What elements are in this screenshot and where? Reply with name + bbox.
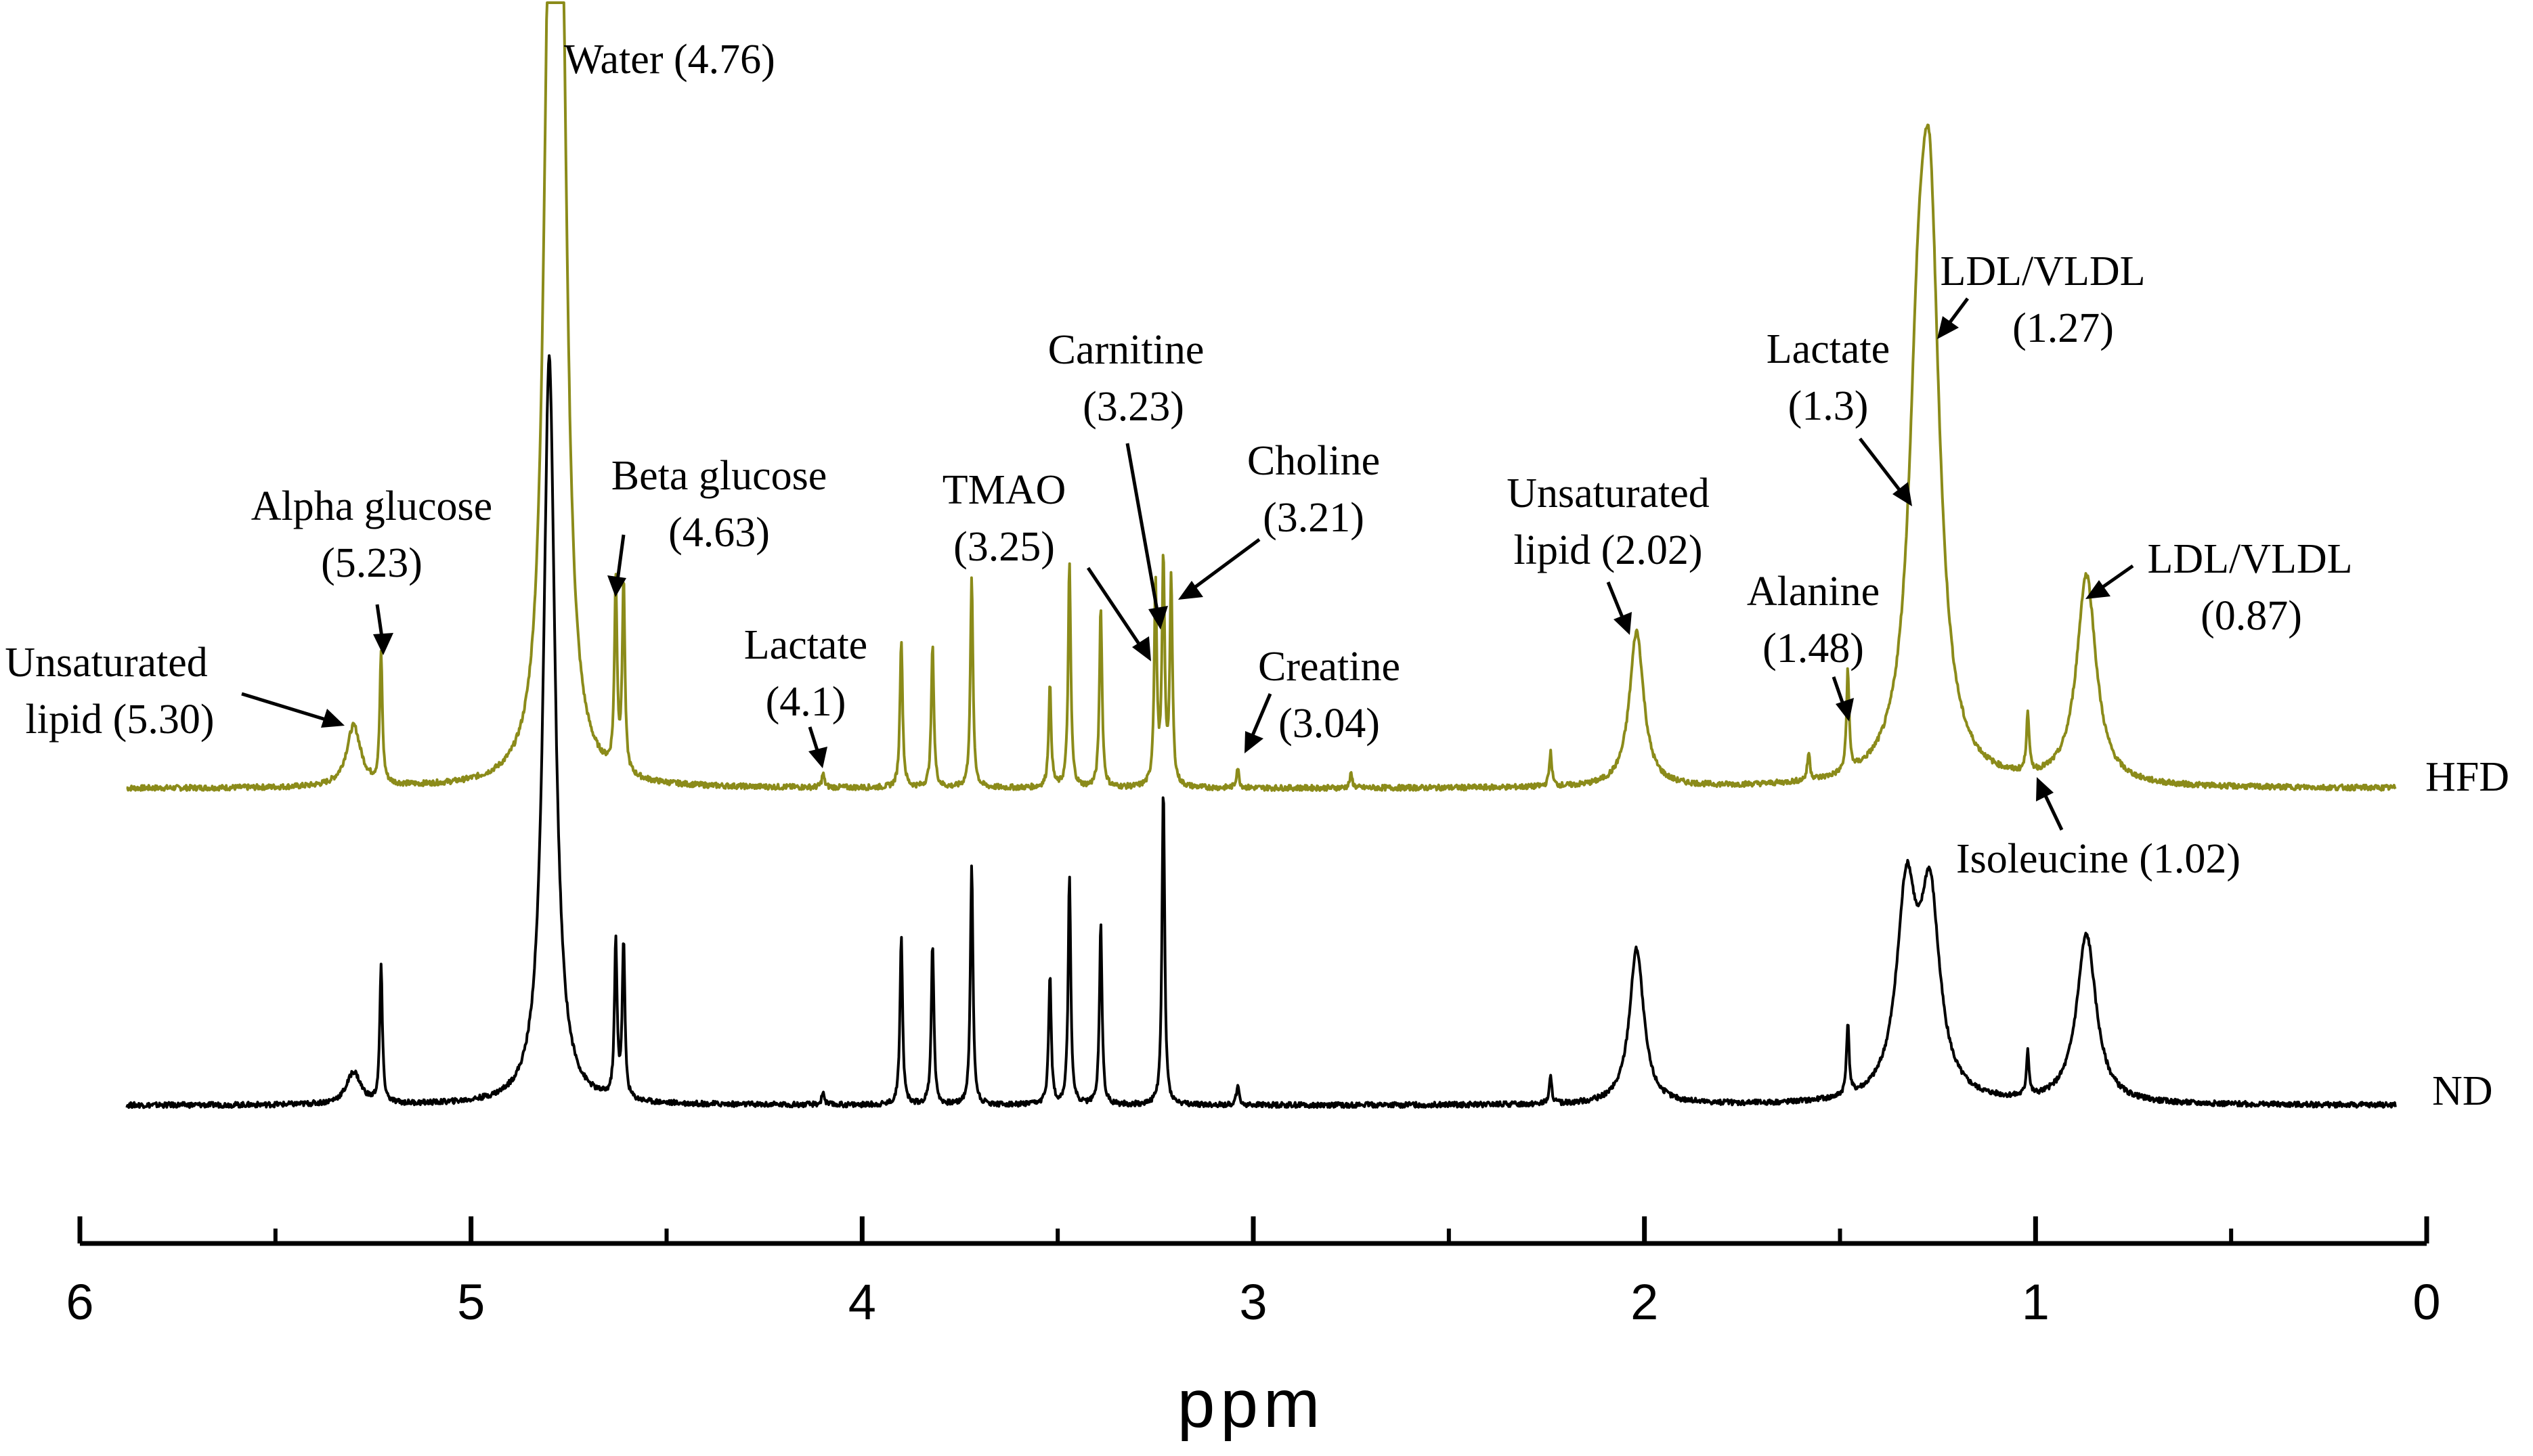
tick-label: 3 bbox=[1239, 1274, 1267, 1330]
annotation-isoleucine: Isoleucine (1.02) bbox=[1956, 836, 2240, 882]
arrow-creatine bbox=[1244, 693, 1272, 753]
annotation-carnitine: Carnitine bbox=[1048, 327, 1205, 373]
tick-label: 4 bbox=[848, 1274, 876, 1330]
annotation-alpha-glucose: Alpha glucose bbox=[251, 483, 492, 529]
tick-label: 0 bbox=[2412, 1274, 2440, 1330]
annotation-unsaturated-lipid-530-ppm: lipid (5.30) bbox=[26, 697, 215, 743]
annotation-alanine-ppm: (1.48) bbox=[1762, 625, 1864, 671]
series-label-hfd: HFD bbox=[2425, 754, 2509, 800]
annotation-lactate-13-ppm: (1.3) bbox=[1788, 383, 1869, 429]
arrow-choline bbox=[1178, 537, 1261, 600]
annotation-lactate-41-ppm: (4.1) bbox=[766, 679, 846, 725]
tick-label: 5 bbox=[457, 1274, 485, 1330]
spectrum-traces bbox=[125, 1, 2397, 1109]
series-label-nd: ND bbox=[2432, 1068, 2493, 1114]
annotation-ldl-vldl-087-ppm: (0.87) bbox=[2201, 593, 2302, 639]
x-axis-ticks bbox=[77, 1216, 2429, 1243]
annotation-choline: Choline bbox=[1247, 438, 1380, 484]
annotation-creatine: Creatine bbox=[1258, 644, 1400, 690]
arrow-beta-glucose bbox=[607, 534, 626, 597]
arrow-alanine bbox=[1832, 676, 1854, 722]
annotation-unsaturated-lipid-530: Unsaturated bbox=[5, 640, 208, 686]
tick-label: 6 bbox=[66, 1274, 93, 1330]
annotation-alanine: Alanine bbox=[1747, 569, 1880, 615]
arrow-lactate-13 bbox=[1859, 437, 1912, 506]
annotation-water: Water (4.76) bbox=[564, 37, 775, 83]
annotation-ldl-vldl-087: LDL/VLDL bbox=[2147, 536, 2352, 582]
arrow-alpha-glucose bbox=[373, 604, 393, 655]
annotation-tmao-ppm: (3.25) bbox=[953, 524, 1055, 570]
annotation-ldl-vldl-127: LDL/VLDL bbox=[1940, 248, 2145, 294]
annotation-carnitine-ppm: (3.23) bbox=[1083, 384, 1184, 430]
annotation-arrows bbox=[241, 297, 2134, 831]
arrow-ldl-vldl-127 bbox=[1937, 297, 1970, 339]
annotations: Water (4.76) Alpha glucose (5.23) Beta g… bbox=[5, 37, 2352, 882]
spectrum-line-hfd bbox=[126, 1, 2397, 792]
tick-label: 2 bbox=[1630, 1274, 1658, 1330]
arrow-unsaturated-lipid-202 bbox=[1606, 581, 1632, 635]
annotation-alpha-glucose-ppm: (5.23) bbox=[321, 540, 423, 586]
x-axis-tick-labels: 6 5 4 3 2 1 0 bbox=[66, 1274, 2440, 1330]
tick-label: 1 bbox=[2022, 1274, 2050, 1330]
arrow-ldl-vldl-087 bbox=[2085, 564, 2134, 599]
annotation-beta-glucose-ppm: (4.63) bbox=[668, 510, 770, 556]
arrow-isoleucine bbox=[2036, 777, 2064, 831]
annotation-choline-ppm: (3.21) bbox=[1263, 495, 1364, 541]
annotation-beta-glucose: Beta glucose bbox=[611, 453, 827, 499]
annotation-creatine-ppm: (3.04) bbox=[1278, 701, 1380, 747]
arrow-tmao bbox=[1086, 567, 1151, 661]
arrow-carnitine bbox=[1125, 443, 1168, 630]
annotation-tmao: TMAO bbox=[943, 467, 1066, 513]
arrow-lactate-41 bbox=[808, 726, 827, 768]
annotation-ldl-vldl-127-ppm: (1.27) bbox=[2012, 305, 2114, 351]
annotation-lactate-13: Lactate bbox=[1767, 326, 1890, 372]
x-axis-title: ppm bbox=[1177, 1366, 1326, 1442]
annotation-lactate-41: Lactate bbox=[744, 622, 867, 668]
spectrum-line-nd bbox=[125, 354, 2397, 1109]
annotation-unsaturated-lipid-202-ppm: lipid (2.02) bbox=[1514, 527, 1703, 573]
annotation-unsaturated-lipid-202: Unsaturated bbox=[1507, 470, 1710, 516]
arrow-unsaturated-lipid-530 bbox=[241, 692, 345, 728]
